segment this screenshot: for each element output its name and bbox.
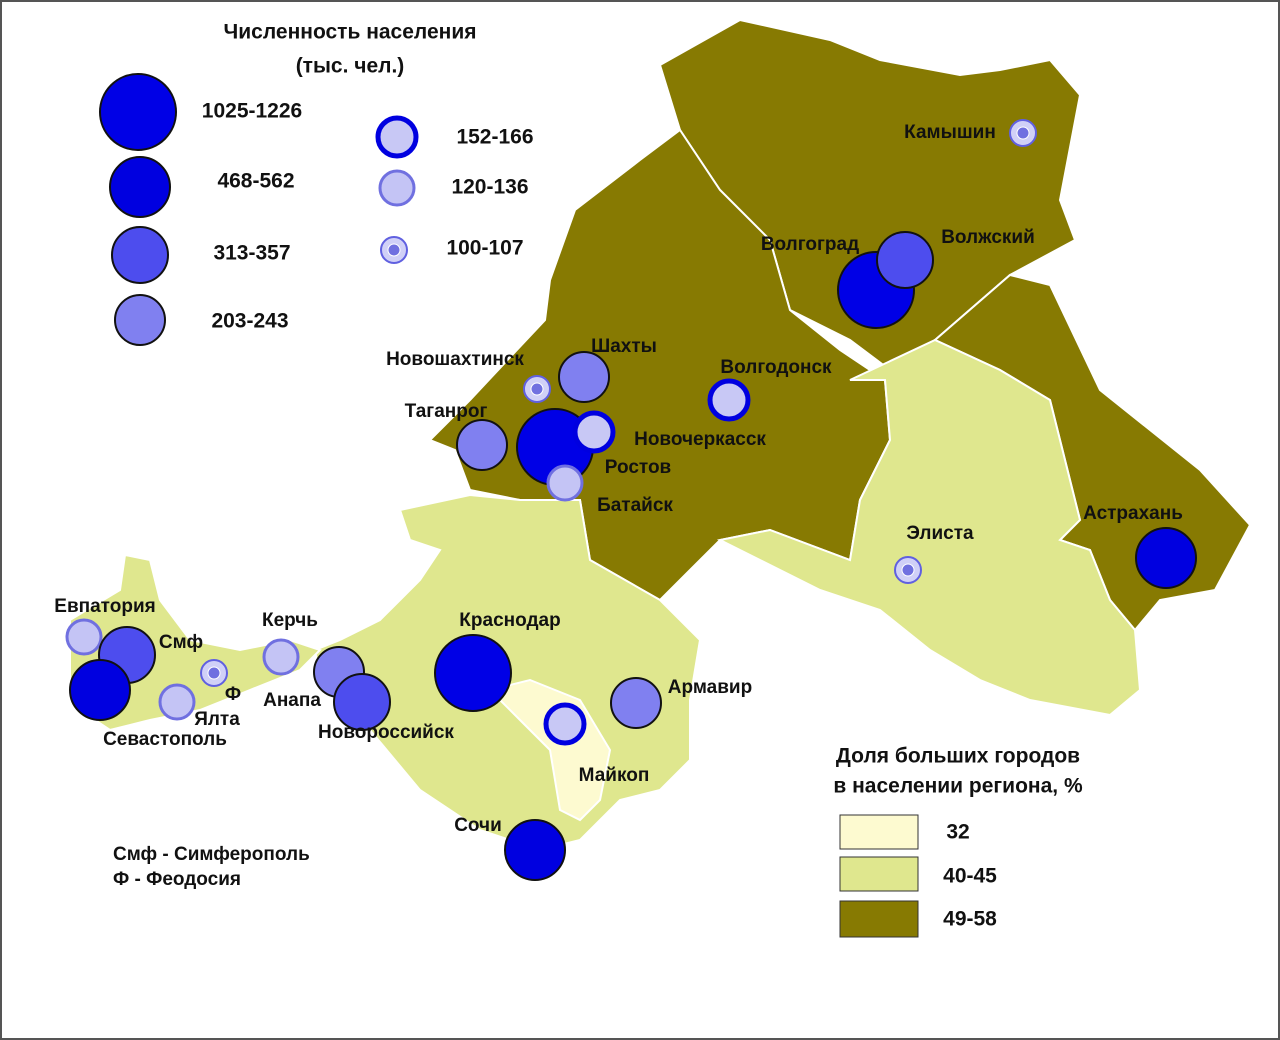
city-label: Волгоград [761, 234, 859, 255]
city-circle-core [387, 243, 401, 257]
note: Ф - Феодосия [113, 869, 241, 890]
city-circle [375, 115, 419, 159]
city-circle-core [901, 563, 915, 577]
legend-label: 120-136 [451, 176, 528, 199]
city-circle [158, 683, 196, 721]
city-label: Новороссийск [318, 722, 454, 743]
note: Смф - Симферополь [113, 844, 310, 865]
city-label: Майкоп [579, 765, 650, 786]
city-label: Сочи [454, 815, 502, 836]
city-label: Краснодар [459, 610, 560, 631]
city-label: Ростов [605, 457, 671, 478]
city-label: Севастополь [103, 729, 227, 750]
city-circle [610, 677, 662, 729]
city-circle [434, 634, 512, 712]
city-circle [111, 226, 169, 284]
city-circle [456, 419, 508, 471]
city-circle-core [207, 666, 221, 680]
city-circle [99, 73, 177, 151]
city-label: Керчь [262, 610, 318, 631]
legend-label: 468-562 [217, 170, 294, 193]
city-circle [572, 410, 616, 454]
city-label: Таганрог [405, 401, 488, 422]
city-circle [543, 702, 587, 746]
city-circle [546, 464, 584, 502]
legend-swatch [839, 900, 919, 938]
city-circle [1135, 527, 1197, 589]
city-circle [262, 638, 300, 676]
legend-label: 49-58 [943, 908, 997, 931]
city-circle [707, 378, 751, 422]
city-label: Батайск [597, 495, 673, 516]
legend-swatch [839, 856, 919, 892]
legend-label: 203-243 [211, 310, 288, 333]
city-circle [378, 169, 416, 207]
city-circle [69, 659, 131, 721]
city-circle [558, 351, 610, 403]
legend-label: 152-166 [456, 126, 533, 149]
city-label: Волжский [941, 227, 1035, 248]
city-label: Анапа [263, 690, 321, 711]
legend-swatch [839, 814, 919, 850]
city-label: Элиста [906, 523, 974, 544]
city-circle [65, 618, 103, 656]
legend-label: 313-357 [213, 242, 290, 265]
city-label: Ф [225, 684, 241, 705]
city-label: Ялта [194, 709, 240, 730]
legend-subtitle: в населении региона, % [833, 775, 1083, 798]
city-circle [333, 673, 391, 731]
city-label: Шахты [591, 336, 657, 357]
city-label: Евпатория [54, 596, 155, 617]
city-circle-core [530, 382, 544, 396]
city-circle [876, 231, 934, 289]
city-circle [109, 156, 171, 218]
legend-label: 100-107 [446, 237, 523, 260]
city-label: Камышин [904, 122, 996, 143]
legend-label: 1025-1226 [202, 100, 302, 123]
legend-title: Численность населения [223, 21, 476, 44]
city-label: Волгодонск [720, 357, 832, 378]
city-label: Новочеркасск [634, 429, 766, 450]
city-circle-core [1016, 126, 1030, 140]
legend-label: 32 [946, 821, 969, 844]
legend-subtitle: (тыс. чел.) [296, 55, 405, 78]
city-label: Смф [159, 632, 203, 653]
legend-label: 40-45 [943, 865, 997, 888]
legend-title: Доля больших городов [836, 745, 1080, 768]
region-crimea [69, 553, 322, 732]
city-label: Армавир [668, 677, 752, 698]
city-circle [114, 294, 166, 346]
region-kalmykia [716, 338, 1142, 717]
city-label: Новошахтинск [386, 349, 524, 370]
city-label: Астрахань [1083, 503, 1183, 524]
city-circle [504, 819, 566, 881]
